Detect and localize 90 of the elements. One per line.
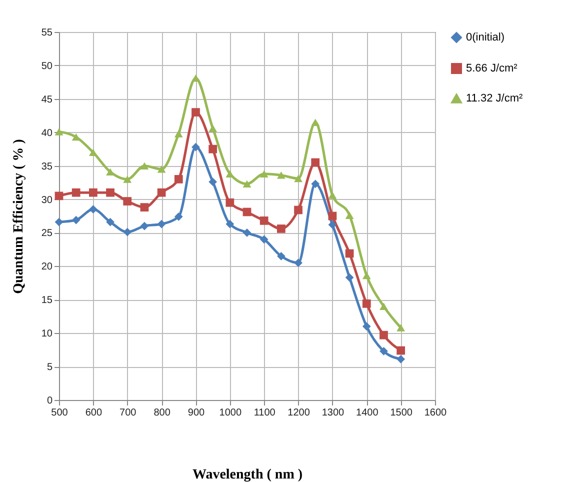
- point: [123, 197, 132, 206]
- point: [242, 208, 252, 216]
- point: [242, 228, 252, 237]
- point: [328, 192, 337, 199]
- y-tick-label: 30: [41, 194, 53, 206]
- x-tick-label: 900: [188, 408, 206, 418]
- point: [72, 188, 80, 197]
- point: [72, 133, 80, 141]
- point: [311, 180, 320, 188]
- x-tick-label: 1600: [424, 408, 448, 418]
- point: [54, 218, 64, 226]
- point: [106, 218, 114, 226]
- point: [328, 220, 337, 229]
- legend-label: 5.66 J/cm²: [466, 62, 518, 74]
- point: [294, 174, 302, 182]
- y-tick-label: 50: [41, 60, 53, 72]
- point: [72, 216, 80, 224]
- x-tick-label: 700: [120, 408, 137, 418]
- point: [174, 130, 183, 138]
- point: [345, 212, 354, 219]
- point: [242, 180, 252, 188]
- point: [226, 220, 234, 228]
- point: [345, 273, 354, 282]
- point: [277, 172, 286, 179]
- y-tick-label: 15: [41, 295, 53, 306]
- x-tick-label: 1100: [254, 408, 276, 418]
- y-tick-label: 25: [41, 228, 53, 240]
- point: [89, 188, 98, 197]
- point: [174, 175, 183, 184]
- point: [260, 235, 268, 244]
- point: [54, 192, 64, 200]
- point: [89, 148, 98, 156]
- legend-label: 0(initial): [466, 32, 505, 44]
- point: [208, 178, 217, 186]
- point: [311, 158, 320, 167]
- y-tick-label: 5: [46, 362, 53, 374]
- point: [396, 324, 405, 332]
- point: [157, 188, 166, 197]
- x-tick-label: 500: [51, 408, 68, 418]
- point: [226, 198, 234, 207]
- y-tick-label: 45: [41, 94, 53, 106]
- point: [328, 212, 337, 220]
- point: [380, 346, 388, 356]
- point: [106, 168, 114, 176]
- point: [362, 322, 371, 331]
- legend-label: 11.32 J/cm²: [466, 92, 523, 104]
- point: [294, 258, 302, 268]
- y-tick-label: 55: [41, 28, 53, 38]
- x-tick-label: 1300: [322, 408, 345, 418]
- point: [362, 272, 371, 280]
- point: [157, 220, 166, 228]
- point: [396, 355, 405, 364]
- y-tick-label: 0: [46, 396, 53, 406]
- point: [192, 142, 200, 152]
- point: [106, 188, 114, 197]
- point: [208, 124, 217, 132]
- point: [260, 216, 268, 225]
- x-axis-title: Wavelength ( nm ): [192, 468, 303, 482]
- point: [140, 162, 149, 170]
- point: [277, 252, 286, 260]
- point: [380, 330, 388, 340]
- point: [311, 118, 320, 126]
- point: [157, 166, 166, 173]
- point: [89, 205, 98, 214]
- point: [362, 299, 371, 308]
- x-tick-label: 1500: [390, 408, 413, 418]
- point: [174, 212, 183, 221]
- x-tick-label: 1200: [288, 408, 310, 418]
- y-tick-label: 40: [41, 128, 53, 139]
- x-tick-label: 600: [85, 408, 102, 418]
- y-tick-label: 10: [41, 328, 53, 340]
- point: [380, 302, 388, 310]
- point: [396, 346, 405, 355]
- point: [54, 128, 64, 136]
- point: [140, 222, 149, 230]
- x-tick-label: 800: [154, 408, 171, 418]
- point: [140, 203, 149, 212]
- point: [294, 206, 302, 214]
- point: [208, 144, 217, 154]
- point: [192, 108, 200, 116]
- point: [123, 228, 132, 236]
- y-tick-label: 35: [41, 161, 53, 172]
- y-axis-title: Quantum Efficiency ( % ): [11, 138, 26, 294]
- x-tick-label: 1400: [356, 408, 379, 418]
- point: [123, 176, 132, 183]
- x-tick-label: 1000: [219, 408, 242, 418]
- point: [345, 249, 354, 258]
- y-tick-label: 20: [41, 262, 53, 273]
- point: [260, 170, 268, 178]
- point: [277, 224, 286, 233]
